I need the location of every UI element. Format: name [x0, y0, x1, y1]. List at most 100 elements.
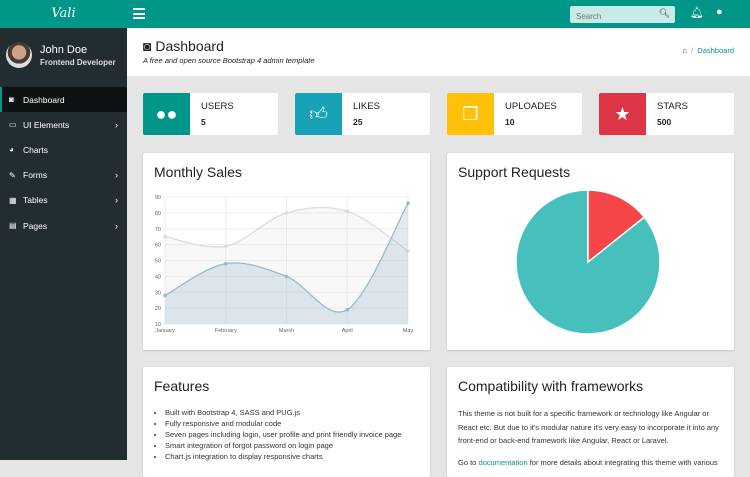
card-title: Monthly Sales — [154, 164, 242, 180]
feature-item: Smart integration of forgot password on … — [165, 440, 401, 451]
feature-item: Built with Bootstrap 4, SASS and PUG.js — [165, 407, 401, 418]
app-logo[interactable]: Vali — [51, 6, 76, 21]
data-point[interactable] — [345, 307, 350, 312]
series-line — [164, 203, 409, 313]
chevron-right-icon: › — [115, 220, 118, 231]
sidebar-item-forms[interactable]: ✎ Forms › — [0, 163, 127, 188]
series-area — [165, 207, 408, 324]
files-icon: ❐ — [447, 93, 494, 135]
y-tick-label: 20 — [155, 306, 161, 312]
nav-icon: ✎ — [9, 170, 16, 180]
x-tick-label: April — [342, 328, 353, 334]
widget-value: 10 — [505, 117, 515, 127]
breadcrumb-dashboard[interactable]: Dashboard — [697, 46, 734, 55]
sidebar-item-charts[interactable]: ◕ Charts — [0, 137, 127, 162]
feature-item: Fully responsive and modular code — [165, 418, 401, 429]
widget-users: ●● USERS 5 — [143, 93, 278, 135]
x-tick-label: January — [155, 328, 175, 334]
sidebar-item-label: Forms — [23, 170, 48, 181]
search-icon[interactable]: 🔍︎ — [658, 8, 670, 18]
widget-label: UPLOADES — [505, 101, 557, 112]
nav-icon: ▤ — [9, 221, 17, 231]
user-panel: John Doe Frontend Developer — [0, 28, 127, 87]
feature-item: Chart.js integration to display responsi… — [165, 451, 401, 462]
widget-value: 500 — [657, 117, 672, 127]
nav-icon: ◙ — [9, 95, 14, 105]
thumbs-up-icon: 👍︎ — [295, 93, 342, 135]
page-title: ◙ Dashboard — [143, 38, 224, 54]
feature-item: Seven pages including login, user profil… — [165, 429, 401, 440]
y-tick-label: 70 — [155, 227, 161, 233]
pie-slice[interactable] — [587, 189, 646, 264]
chevron-right-icon: › — [115, 119, 118, 130]
y-tick-label: 60 — [155, 243, 161, 249]
data-point[interactable] — [223, 244, 228, 249]
sidebar-item-label: Pages — [23, 220, 48, 231]
widget-value: 5 — [201, 117, 206, 127]
data-point[interactable] — [163, 293, 167, 298]
user-icon[interactable]: ● — [716, 6, 723, 18]
y-tick-label: 80 — [155, 211, 161, 217]
y-tick-label: 50 — [155, 259, 161, 265]
widget-label: USERS — [201, 101, 234, 112]
y-tick-label: 40 — [155, 274, 161, 280]
monthly-sales-chart: 10 20 30 40 50 60 70 80 90 January February March Ap… — [155, 195, 414, 334]
star-icon: ★ — [599, 93, 646, 135]
data-point[interactable] — [406, 249, 410, 253]
y-tick-label: 90 — [155, 195, 161, 201]
widget-label: STARS — [657, 101, 688, 112]
home-icon[interactable]: ⌂ — [682, 46, 687, 55]
user-role: Frontend Developer — [40, 58, 116, 67]
sidebar-item-label: Charts — [23, 144, 49, 155]
data-point[interactable] — [284, 211, 289, 215]
sidebar-item-label: Tables — [23, 195, 48, 206]
dashboard-icon: ◙ — [143, 38, 156, 54]
data-point[interactable] — [406, 201, 410, 206]
widget-uploades: ❐ UPLOADES 10 — [447, 93, 582, 135]
widget-label: LIKES — [353, 101, 380, 112]
card-title: Compatibility with frameworks — [458, 378, 644, 394]
search-input[interactable] — [570, 8, 655, 25]
search-box: 🔍︎ — [570, 6, 675, 25]
data-point[interactable] — [345, 209, 350, 214]
widget-stars: ★ STARS 500 — [599, 93, 734, 135]
series-area — [165, 203, 408, 324]
compat-docs-paragraph: Go to documentation for more details abo… — [458, 457, 718, 467]
x-tick-label: March — [279, 328, 294, 334]
sidebar-item-dashboard[interactable]: ◙ Dashboard — [0, 87, 127, 113]
sidebar-item-ui-elements[interactable]: ▭ UI Elements › — [0, 112, 127, 137]
page-subtitle: A free and open source Bootstrap 4 admin… — [143, 56, 315, 65]
nav-icon: ◕ — [9, 145, 14, 155]
sidebar: John Doe Frontend Developer ◙ Dashboard ▭ U… — [0, 28, 127, 460]
sidebar-item-tables[interactable]: ▦ Tables › — [0, 188, 127, 213]
sidebar-item-label: Dashboard — [23, 94, 65, 105]
nav-icon: ▦ — [9, 195, 17, 205]
y-tick-label: 10 — [155, 322, 161, 328]
breadcrumb: ⌂ / Dashboard — [682, 46, 734, 55]
x-tick-label: May — [403, 328, 414, 334]
menu-toggle-icon[interactable] — [133, 8, 145, 19]
monthly-sales-card: Monthly Sales 10 20 30 40 50 60 70 80 90 January F… — [143, 153, 430, 350]
data-point[interactable] — [163, 234, 167, 239]
compatibility-card: Compatibility with frameworks This theme… — [447, 367, 734, 477]
card-title: Features — [154, 378, 210, 394]
x-tick-label: February — [215, 328, 237, 334]
data-point[interactable] — [223, 261, 228, 266]
users-icon: ●● — [143, 93, 190, 135]
data-point[interactable] — [284, 274, 289, 279]
compat-paragraph: This theme is not built for a specific f… — [458, 409, 719, 445]
widget-value: 25 — [353, 117, 363, 127]
sidebar-item-label: UI Elements — [23, 119, 70, 130]
documentation-link[interactable]: documentation — [478, 457, 528, 467]
avatar — [6, 42, 32, 68]
chevron-right-icon: › — [115, 195, 118, 206]
chevron-right-icon: › — [115, 170, 118, 181]
card-title: Support Requests — [458, 164, 571, 180]
bell-icon[interactable]: 🔔︎ — [690, 7, 704, 19]
nav-icon: ▭ — [9, 120, 17, 130]
widget-likes: 👍︎ LIKES 25 — [295, 93, 430, 135]
support-requests-chart — [515, 189, 661, 335]
features-card: Features Built with Bootstrap 4, SASS an… — [143, 367, 430, 477]
sidebar-item-pages[interactable]: ▤ Pages › — [0, 213, 127, 238]
page-header: ◙ Dashboard A free and open source Boots… — [127, 28, 750, 76]
